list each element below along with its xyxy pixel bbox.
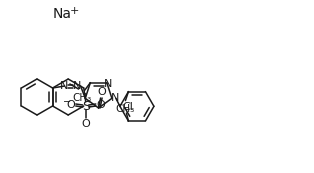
Text: N: N bbox=[111, 93, 119, 103]
Text: −: − bbox=[63, 97, 71, 107]
Text: Cl: Cl bbox=[122, 102, 133, 112]
Text: N: N bbox=[104, 79, 112, 89]
Text: O: O bbox=[96, 100, 105, 110]
Text: N: N bbox=[59, 81, 68, 91]
Text: O: O bbox=[66, 100, 75, 110]
Text: S: S bbox=[82, 99, 90, 112]
Text: O: O bbox=[97, 87, 106, 97]
Text: CH₃: CH₃ bbox=[73, 93, 92, 103]
Text: N: N bbox=[73, 81, 81, 91]
Text: O: O bbox=[81, 119, 90, 129]
Text: CH₃: CH₃ bbox=[116, 104, 135, 114]
Text: Na: Na bbox=[52, 7, 72, 21]
Text: +: + bbox=[69, 6, 79, 16]
